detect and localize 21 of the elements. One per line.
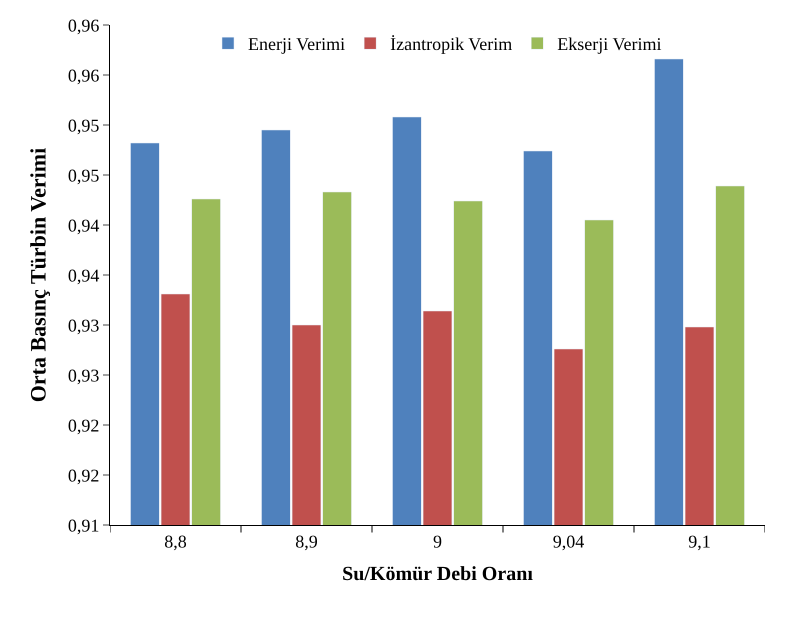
y-tick-label: 0,93 [68, 365, 100, 386]
y-tick-label: 0,93 [68, 315, 100, 336]
y-tick-label: 0,94 [68, 265, 100, 286]
y-tick-label: 0,94 [68, 215, 100, 236]
y-tick-label: 0,95 [68, 165, 100, 186]
y-tick-label: 0,96 [68, 15, 100, 36]
y-tick-label: 0,95 [68, 115, 100, 136]
y-tick-label: 0,92 [68, 415, 100, 436]
x-tick-label: 9,1 [688, 532, 711, 552]
y-tick-label: 0,92 [68, 465, 100, 486]
y-axis-title: Orta Basınç Türbin Verimi [26, 148, 51, 402]
y-tick-label: 0,91 [68, 515, 100, 536]
x-tick-label: 9,04 [552, 532, 584, 552]
legend-label: Ekserji Verimi [557, 34, 662, 54]
x-axis-title: Su/Kömür Debi Oranı [342, 563, 534, 586]
x-tick-label: 8,9 [295, 532, 318, 552]
x-tick-label: 9 [433, 532, 442, 552]
x-tick-label: 8,8 [164, 532, 187, 552]
y-tick-label: 0,96 [68, 65, 100, 86]
legend-label: İzantropik Verim [390, 34, 512, 54]
legend-label: Enerji Verimi [248, 34, 346, 54]
